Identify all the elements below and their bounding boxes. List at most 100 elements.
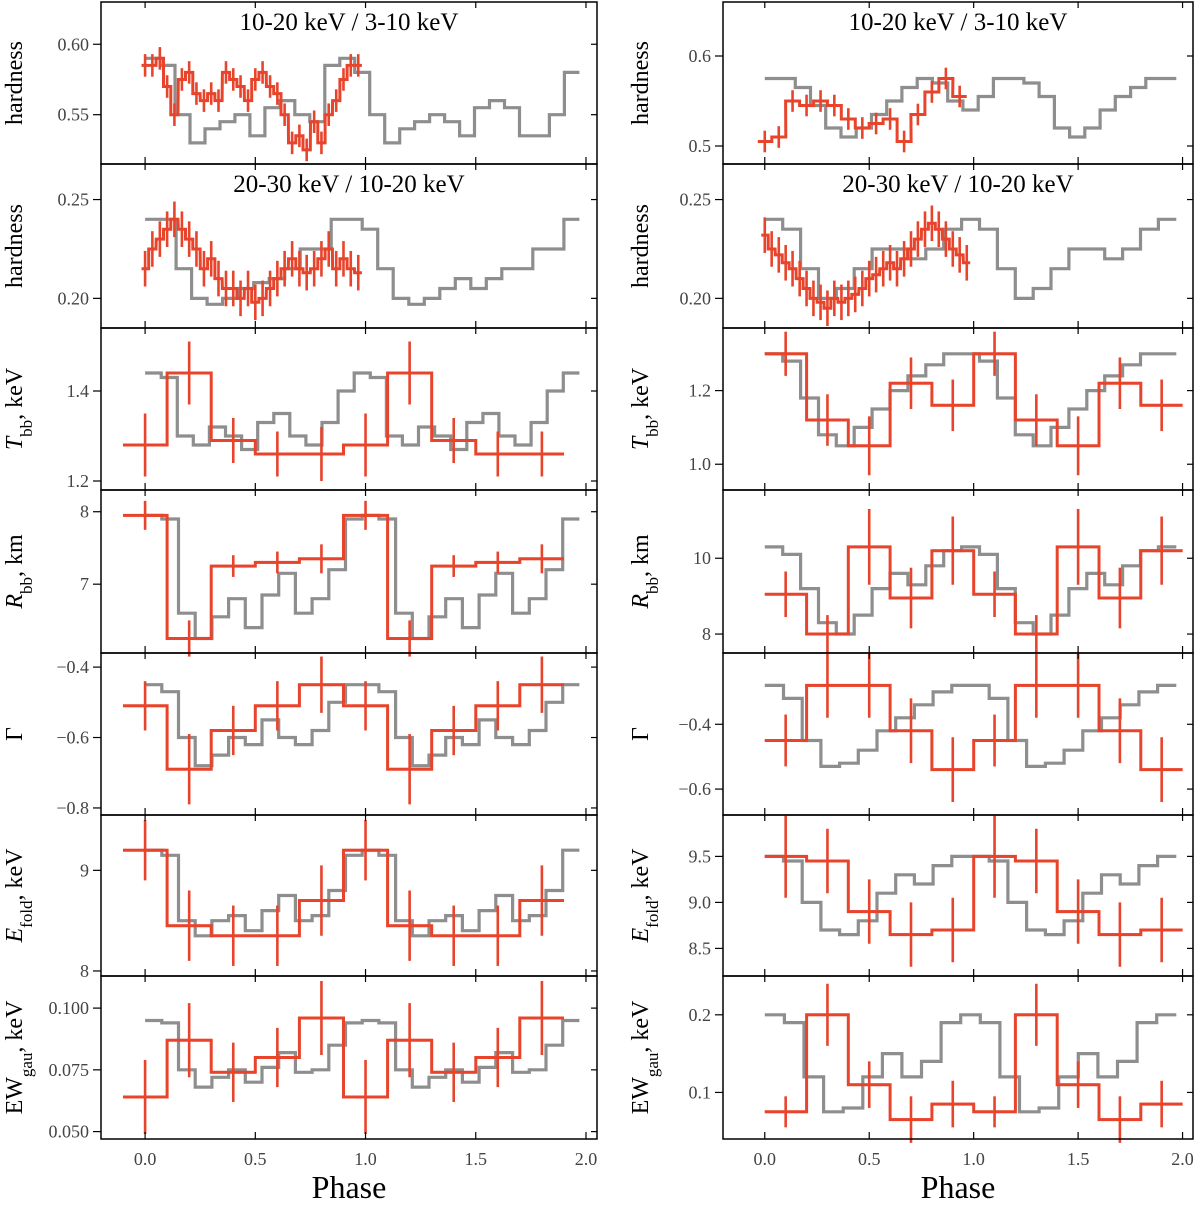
x-axis-label: Phase <box>921 1169 996 1205</box>
observed-profile-line <box>123 1016 564 1099</box>
y-tick-label: 1.2 <box>689 381 712 401</box>
panel-title: 10-20 keV / 3-10 keV <box>849 9 1068 36</box>
y-axis-label: Rbb, km <box>628 534 662 610</box>
y-tick-label: 1.4 <box>67 381 90 401</box>
y-tick-label: 0.20 <box>680 288 712 308</box>
left-panel-gamma: −0.8 −0.6 −0.4 Γ <box>2 652 598 818</box>
x-tick-label: 0.5 <box>244 1149 267 1169</box>
right-panel-rbb: 8 10 Rbb, km <box>628 489 1194 654</box>
y-tick-label: −0.4 <box>56 657 89 677</box>
x-tick-label: 2.0 <box>575 1149 598 1169</box>
observed-profile-line <box>141 217 362 304</box>
y-axis-label: Tbb, keV <box>2 367 36 450</box>
y-tick-label: 1.0 <box>689 454 712 474</box>
y-tick-label: −0.4 <box>678 714 711 734</box>
model-profile-line <box>764 683 1177 768</box>
panel-title: 10-20 keV / 3-10 keV <box>240 9 459 36</box>
observed-profile-line <box>761 221 971 310</box>
observed-profile-line <box>764 545 1183 636</box>
x-tick-label: 2.0 <box>1171 1149 1194 1169</box>
x-tick-label: 1.0 <box>962 1149 985 1169</box>
right-panel-hard2: 0.20 0.25 hardness 20-30 keV / 10-20 keV <box>628 163 1194 329</box>
y-tick-label: 8 <box>702 624 711 644</box>
panel-frame <box>722 814 1194 977</box>
left-panel-hard2: 0.20 0.25 hardness 20-30 keV / 10-20 keV <box>2 163 598 329</box>
y-tick-label: 0.1 <box>689 1082 712 1102</box>
y-tick-label: 0.5 <box>689 136 712 156</box>
model-profile-line <box>145 371 580 452</box>
observed-profile-line <box>123 513 564 640</box>
left-panel-ewgau: 0.050 0.075 0.100 EWgau, keV <box>2 975 598 1142</box>
panel-frame <box>722 652 1194 816</box>
panel-frame <box>100 327 598 491</box>
y-tick-label: 0.55 <box>58 105 90 125</box>
model-profile-line <box>764 854 1177 937</box>
y-tick-label: 9.5 <box>689 846 712 866</box>
x-tick-label: 1.0 <box>354 1149 377 1169</box>
y-tick-label: −0.6 <box>678 779 711 799</box>
model-profile-line <box>764 76 1177 139</box>
model-profile-line <box>145 683 580 768</box>
right-panel-gamma: −0.6 −0.4 Γ <box>628 652 1194 816</box>
panel-frame <box>100 814 598 977</box>
y-tick-label: 8 <box>80 502 89 522</box>
y-tick-label: 0.2 <box>689 1005 712 1025</box>
y-tick-label: 7 <box>80 574 89 594</box>
y-tick-label: 10 <box>693 548 711 568</box>
left-panel-hard1: 0.55 0.60 hardness 10-20 keV / 3-10 keV <box>2 1 598 165</box>
left-panel-efold: 8 9 Efold, keV <box>2 814 598 981</box>
model-profile-line <box>145 56 580 145</box>
y-tick-label: 0.20 <box>58 288 90 308</box>
y-axis-label: hardness <box>628 204 654 288</box>
y-tick-label: 1.2 <box>67 471 90 491</box>
y-axis-label: hardness <box>2 41 28 125</box>
y-axis-label: Rbb, km <box>2 534 36 610</box>
panel-title: 20-30 keV / 10-20 keV <box>842 171 1073 198</box>
right-panel-tbb: 1.0 1.2 Tbb, keV <box>628 327 1194 491</box>
y-axis-label: EWgau, keV <box>2 1000 36 1115</box>
model-profile-line <box>764 217 1177 300</box>
y-tick-label: 0.6 <box>689 46 712 66</box>
model-profile-line <box>145 513 580 641</box>
x-tick-label: 1.5 <box>465 1149 488 1169</box>
observed-profile-line <box>764 352 1183 448</box>
x-tick-label: 0.0 <box>754 1149 777 1169</box>
x-axis-label: Phase <box>312 1169 387 1205</box>
right-panel-hard1: 0.5 0.6 hardness 10-20 keV / 3-10 keV <box>628 1 1194 165</box>
x-tick-label: 0.5 <box>858 1149 881 1169</box>
y-axis-label: Efold, keV <box>2 848 36 944</box>
y-axis-label: Tbb, keV <box>628 367 662 450</box>
y-axis-label: Γ <box>628 727 654 741</box>
y-tick-label: −0.8 <box>56 798 89 818</box>
left-panel-rbb: 7 8 Rbb, km <box>2 489 598 657</box>
y-tick-label: 8.5 <box>689 938 712 958</box>
y-tick-label: 0.25 <box>58 190 90 210</box>
model-profile-line <box>145 848 580 938</box>
y-tick-label: 9 <box>80 860 89 880</box>
model-profile-line <box>145 1018 580 1089</box>
right-column: 0.5 0.6 hardness 10-20 keV / 3-10 keV 0.20 0.… <box>628 1 1194 1205</box>
model-profile-line <box>764 545 1177 636</box>
observed-profile-line <box>764 1013 1183 1122</box>
observed-profile-line <box>764 854 1183 937</box>
panel-title: 20-30 keV / 10-20 keV <box>233 171 464 198</box>
left-column: 0.55 0.60 hardness 10-20 keV / 3-10 keV 0.20… <box>2 1 598 1205</box>
y-tick-label: 9.0 <box>689 892 712 912</box>
y-axis-label: hardness <box>628 41 654 125</box>
y-tick-label: 0.050 <box>49 1122 90 1142</box>
y-axis-label: EWgau, keV <box>628 1000 662 1115</box>
left-panel-tbb: 1.2 1.4 Tbb, keV <box>2 327 598 491</box>
y-tick-label: 0.60 <box>58 34 90 54</box>
x-tick-label: 0.0 <box>134 1149 157 1169</box>
y-axis-label: hardness <box>2 204 28 288</box>
observed-profile-line <box>123 683 564 771</box>
y-tick-label: 8 <box>80 961 89 981</box>
panel-frame <box>100 652 598 816</box>
model-profile-line <box>764 352 1177 448</box>
y-axis-label: Efold, keV <box>628 848 662 944</box>
panel-frame <box>722 975 1194 1140</box>
model-profile-line <box>764 1013 1177 1114</box>
right-panel-ewgau: 0.1 0.2 EWgau, keV <box>628 975 1194 1143</box>
model-profile-line <box>145 217 580 306</box>
